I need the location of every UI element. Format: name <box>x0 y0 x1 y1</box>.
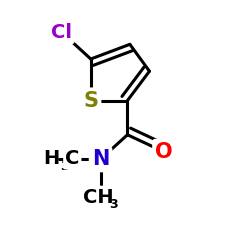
Text: O: O <box>155 142 173 162</box>
Text: 3: 3 <box>60 160 69 172</box>
Text: C: C <box>65 148 80 168</box>
Text: 3: 3 <box>110 198 118 211</box>
Text: N: N <box>92 149 109 169</box>
Text: H: H <box>43 148 59 168</box>
Text: S: S <box>83 90 98 110</box>
Text: CH: CH <box>83 188 114 206</box>
Text: Cl: Cl <box>51 22 72 42</box>
